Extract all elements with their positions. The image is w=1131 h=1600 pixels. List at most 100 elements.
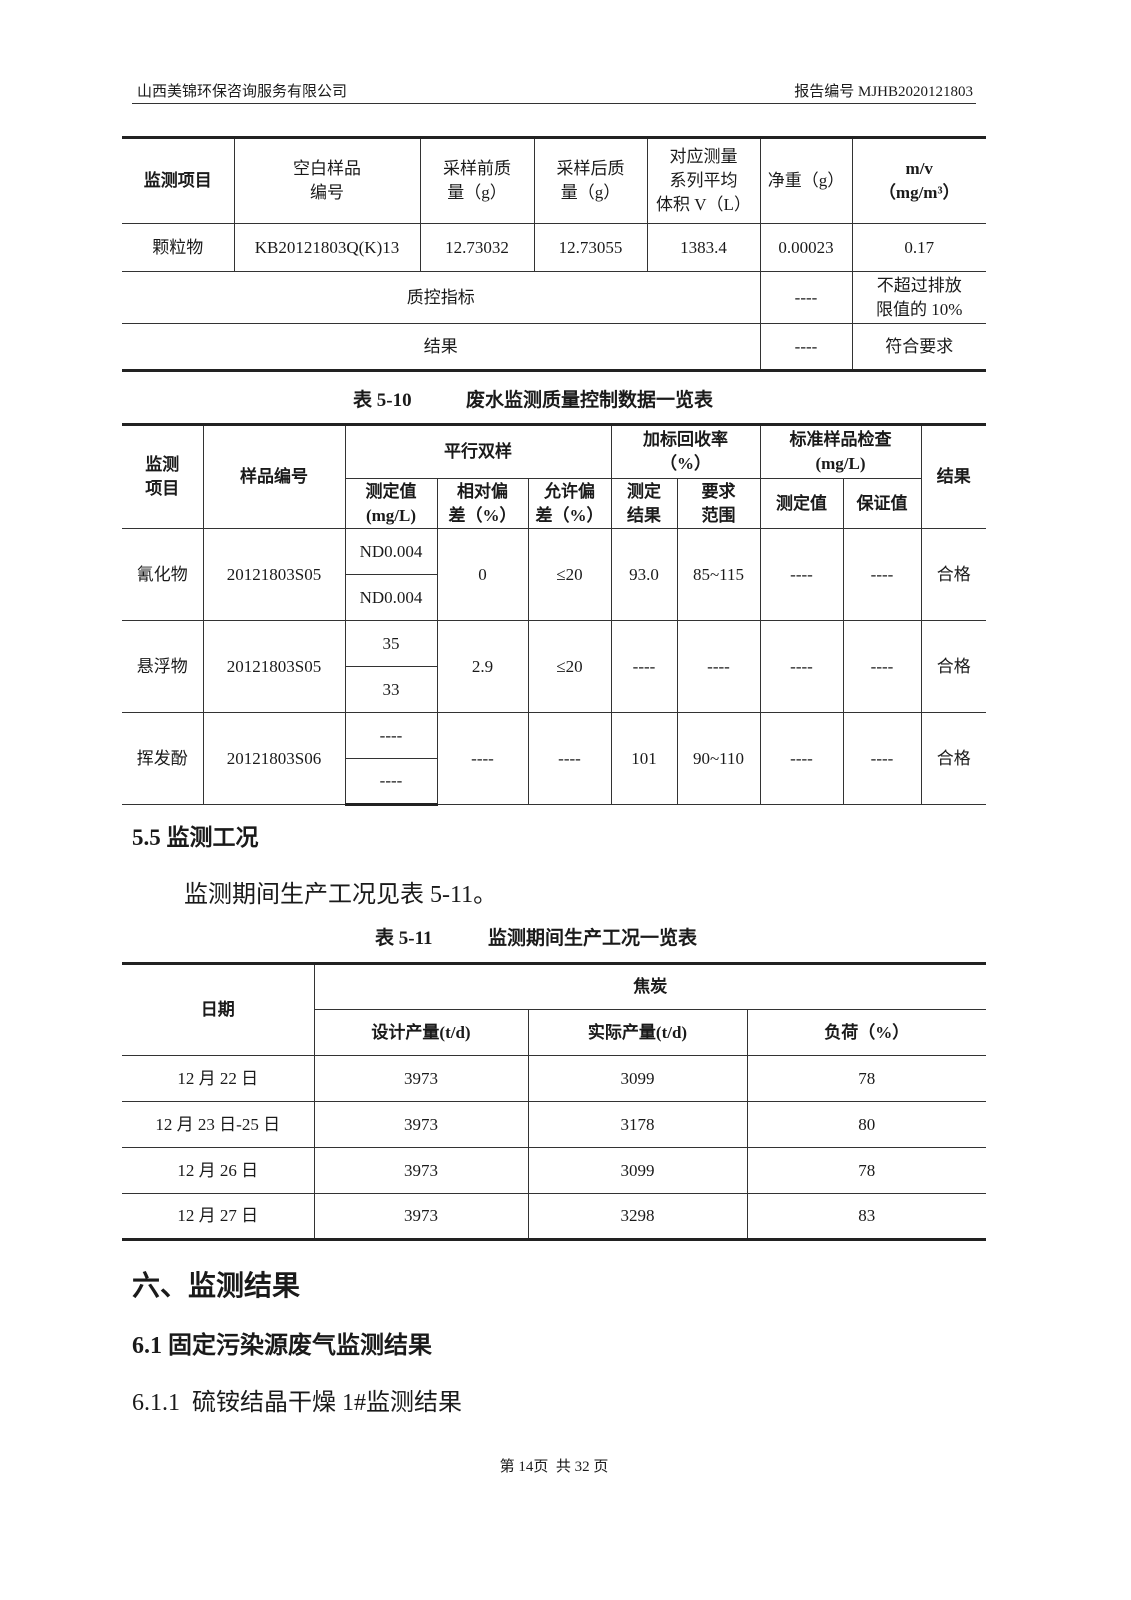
cell: ---- xyxy=(610,620,678,713)
cell: ---- xyxy=(344,712,438,759)
th-item: 监测 项目 xyxy=(122,423,204,529)
wastewater-qc-table: 监测 项目 样品编号 平行双样 加标回收率 （%） 标准样品检查 (mg/L) … xyxy=(122,423,986,806)
cell: 颗粒物 xyxy=(122,223,235,272)
company-name: 山西美锦环保咨询服务有限公司 xyxy=(137,84,348,100)
cell: 3298 xyxy=(527,1193,748,1241)
th-net: 净重（g） xyxy=(759,136,853,224)
cell: ND0.004 xyxy=(344,528,438,575)
th-product: 焦炭 xyxy=(313,962,986,1010)
cell: ---- xyxy=(759,620,844,713)
cell: 20121803S06 xyxy=(202,712,346,805)
cell: 12.73055 xyxy=(533,223,648,272)
th-item: 监测项目 xyxy=(122,136,235,224)
cell: ---- xyxy=(527,712,612,805)
cell: 3973 xyxy=(313,1147,529,1194)
page-number: 第 14页 共 32 页 xyxy=(499,1459,609,1475)
cell: ---- xyxy=(759,712,844,805)
table-row: 12 月 27 日 3973 3298 83 xyxy=(122,1193,986,1241)
cell: ≤20 xyxy=(527,620,612,713)
cell: 85~115 xyxy=(676,528,761,621)
table-row: 12 月 26 日 3973 3099 78 xyxy=(122,1147,986,1194)
qc-value: ---- xyxy=(759,271,853,324)
th-spike-result: 测定 结果 xyxy=(610,478,678,529)
th-std: 标准样品检查 (mg/L) xyxy=(759,423,922,479)
table-5-10-caption: 废水监测质量控制数据一览表 xyxy=(466,390,714,411)
cell: 3973 xyxy=(313,1101,529,1148)
result-label: 结果 xyxy=(122,323,761,372)
cell: ---- xyxy=(344,758,438,806)
th-spike-range: 要求 范围 xyxy=(676,478,761,529)
cell: 12 月 22 日 xyxy=(122,1055,315,1102)
header-divider xyxy=(132,103,976,104)
cell: 101 xyxy=(610,712,678,805)
cell: 83 xyxy=(746,1193,986,1241)
cell: 2.9 xyxy=(436,620,529,713)
th-volume: 对应测量 系列平均 体积 V（L） xyxy=(646,136,761,224)
cell: 12.73032 xyxy=(419,223,535,272)
table-row: 12 月 22 日 3973 3099 78 xyxy=(122,1055,986,1102)
cell: 12 月 23 日-25 日 xyxy=(122,1101,315,1148)
table-5-11-caption: 监测期间生产工况一览表 xyxy=(488,928,698,949)
section-6-title: 六、监测结果 xyxy=(132,1271,301,1302)
cell: 3973 xyxy=(313,1055,529,1102)
th-pre-mass: 采样前质 量（g） xyxy=(419,136,535,224)
result-value: ---- xyxy=(759,323,853,372)
table-row: 12 月 23 日-25 日 3973 3178 80 xyxy=(122,1101,986,1148)
th-result: 结果 xyxy=(920,423,986,529)
cell: 氰化物 xyxy=(122,528,204,621)
cell: 合格 xyxy=(920,712,986,805)
th-std-measured: 测定值 xyxy=(759,478,844,529)
cell: 78 xyxy=(746,1147,986,1194)
table-row: 悬浮物 20121803S05 35 2.9 ≤20 ---- ---- ---… xyxy=(122,620,986,713)
cell: 20121803S05 xyxy=(202,620,346,713)
th-post-mass: 采样后质 量（g） xyxy=(533,136,648,224)
production-table: 日期 焦炭 设计产量(t/d) 实际产量(t/d) 负荷（%） 12 月 22 … xyxy=(122,962,986,1241)
table-row: 颗粒物 KB20121803Q(K)13 12.73032 12.73055 1… xyxy=(122,223,986,272)
particulate-qc-table: 监测项目 空白样品 编号 采样前质 量（g） 采样后质 量（g） 对应测量 系列… xyxy=(122,136,986,372)
table-row: 挥发酚 20121803S06 ---- ---- ---- 101 90~11… xyxy=(122,712,986,805)
th-sample: 样品编号 xyxy=(202,423,346,529)
th-load: 负荷（%） xyxy=(746,1009,986,1056)
th-parallel: 平行双样 xyxy=(344,423,612,479)
table-row: 氰化物 20121803S05 ND0.004 0 ≤20 93.0 85~11… xyxy=(122,528,986,621)
cell: 20121803S05 xyxy=(202,528,346,621)
th-allow-dev: 允许偏 差（%） xyxy=(527,478,612,529)
th-std-guaranteed: 保证值 xyxy=(842,478,922,529)
cell: 12 月 27 日 xyxy=(122,1193,315,1241)
cell: ---- xyxy=(842,712,922,805)
cell: 93.0 xyxy=(610,528,678,621)
th-rel-dev: 相对偏 差（%） xyxy=(436,478,529,529)
cell: 90~110 xyxy=(676,712,761,805)
cell: ---- xyxy=(842,528,922,621)
cell: 3178 xyxy=(527,1101,748,1148)
th-blank-no: 空白样品 编号 xyxy=(233,136,421,224)
cell: 3973 xyxy=(313,1193,529,1241)
report-number: 报告编号 MJHB2020121803 xyxy=(794,84,973,100)
cell: 3099 xyxy=(527,1055,748,1102)
section-5-5-title: 5.5 监测工况 xyxy=(132,825,259,850)
cell: ≤20 xyxy=(527,528,612,621)
cell: 0.00023 xyxy=(759,223,853,272)
cell: 0 xyxy=(436,528,529,621)
cell: 3099 xyxy=(527,1147,748,1194)
cell: 0.17 xyxy=(851,223,986,272)
th-measured: 测定值 (mg/L) xyxy=(344,478,438,529)
cell: 35 xyxy=(344,620,438,667)
cell: ---- xyxy=(842,620,922,713)
qc-label: 质控指标 xyxy=(122,271,761,324)
cell: ---- xyxy=(436,712,529,805)
result-verdict: 符合要求 xyxy=(851,323,986,372)
section-6-1-title: 6.1 固定污染源废气监测结果 xyxy=(132,1333,432,1359)
qc-limit: 不超过排放 限值的 10% xyxy=(851,271,986,324)
cell: 挥发酚 xyxy=(122,712,204,805)
cell: 合格 xyxy=(920,620,986,713)
table-5-10-number: 表 5-10 xyxy=(353,390,412,411)
cell: ---- xyxy=(759,528,844,621)
cell: 78 xyxy=(746,1055,986,1102)
section-6-1-1-title: 6.1.1 硫铵结晶干燥 1#监测结果 xyxy=(132,1390,462,1416)
cell: ---- xyxy=(676,620,761,713)
cell: 合格 xyxy=(920,528,986,621)
th-actual: 实际产量(t/d) xyxy=(527,1009,748,1056)
cell: 1383.4 xyxy=(646,223,761,272)
th-mv: m/v （mg/m³） xyxy=(851,136,986,224)
